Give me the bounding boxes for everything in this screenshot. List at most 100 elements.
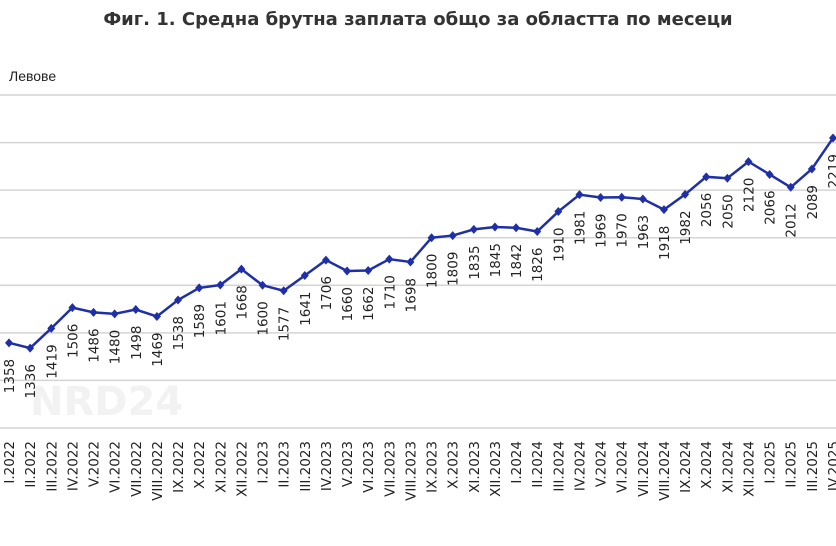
data-label: 1358 — [2, 359, 18, 393]
data-label: 1336 — [23, 364, 39, 398]
x-tick-label: X.2024 — [699, 441, 715, 489]
data-label: 1710 — [382, 275, 398, 309]
data-point-marker — [469, 224, 478, 234]
y-axis-label: Левове — [9, 68, 57, 84]
x-tick-label: II.2025 — [784, 441, 800, 488]
x-tick-label: V.2024 — [594, 441, 610, 487]
data-point-marker — [681, 189, 690, 199]
data-point-marker — [638, 194, 647, 204]
data-point-marker — [152, 311, 161, 321]
data-label: 1910 — [551, 228, 567, 262]
data-point-marker — [596, 193, 605, 203]
data-label: 1486 — [87, 328, 103, 362]
data-point-marker — [68, 303, 77, 313]
x-tick-label: II.2022 — [23, 441, 39, 488]
data-label: 1982 — [678, 210, 694, 244]
data-point-marker — [554, 207, 563, 217]
data-label: 2050 — [720, 194, 736, 228]
chart-title: Фиг. 1. Средна брутна заплата общо за об… — [103, 9, 733, 30]
data-point-marker — [174, 295, 183, 305]
x-tick-label: VII.2022 — [129, 441, 145, 497]
x-tick-label: III.2023 — [298, 441, 314, 492]
data-label: 2012 — [784, 203, 800, 237]
data-point-marker — [765, 169, 774, 179]
x-tick-label: II.2023 — [277, 441, 293, 488]
data-label: 1845 — [488, 243, 504, 277]
data-point-marker — [702, 172, 711, 182]
data-label: 1660 — [340, 287, 356, 321]
data-label: 1641 — [298, 292, 314, 326]
x-tick-label: VI.2022 — [108, 441, 124, 493]
data-label: 1506 — [65, 324, 81, 358]
data-label: 1918 — [657, 226, 673, 260]
data-label: 1842 — [509, 244, 525, 278]
data-label: 2120 — [741, 178, 757, 212]
data-point-marker — [786, 182, 795, 192]
data-label: 1419 — [44, 344, 60, 378]
data-point-marker — [807, 164, 816, 174]
x-tick-label: X.2023 — [446, 441, 462, 489]
data-point-marker — [490, 222, 499, 232]
x-tick-label: III.2024 — [551, 441, 567, 492]
data-label: 2219 — [826, 154, 836, 188]
data-point-marker — [427, 233, 436, 243]
x-tick-label: XII.2023 — [488, 441, 504, 497]
data-label: 1538 — [171, 316, 187, 350]
x-tick-label: XI.2022 — [213, 441, 229, 493]
x-tick-label: IV.2022 — [65, 441, 81, 491]
data-label: 1826 — [530, 248, 546, 282]
x-tick-label: VIII.2022 — [150, 441, 166, 501]
data-point-marker — [279, 286, 288, 296]
data-label: 1706 — [319, 276, 335, 310]
data-point-marker — [512, 223, 521, 233]
data-point-marker — [723, 173, 732, 183]
data-point-marker — [216, 280, 225, 290]
data-point-marker — [47, 323, 56, 333]
x-tick-label: VII.2024 — [636, 441, 652, 497]
x-tick-label: IV.2024 — [572, 441, 588, 491]
data-label: 1970 — [615, 213, 631, 247]
data-label: 2066 — [763, 190, 779, 224]
data-label: 1963 — [636, 215, 652, 249]
data-point-marker — [110, 309, 119, 319]
data-point-marker — [321, 255, 330, 265]
x-tick-label: XII.2022 — [234, 441, 250, 497]
data-point-marker — [448, 231, 457, 241]
x-tick-label: XII.2024 — [741, 441, 757, 497]
data-label: 1809 — [446, 252, 462, 286]
data-label: 1600 — [256, 301, 272, 335]
data-point-marker — [237, 264, 246, 274]
data-label: 1480 — [108, 330, 124, 364]
data-label: 1469 — [150, 332, 166, 366]
x-tick-label: VI.2024 — [615, 441, 631, 493]
data-point-marker — [617, 192, 626, 202]
data-point-marker — [406, 257, 415, 267]
x-tick-label: VI.2023 — [361, 441, 377, 493]
x-tick-label: X.2022 — [192, 441, 208, 489]
data-point-marker — [575, 190, 584, 200]
data-label: 1668 — [234, 285, 250, 319]
data-point-marker — [300, 271, 309, 281]
data-point-marker — [744, 157, 753, 167]
x-tick-label: I.2025 — [763, 441, 779, 484]
data-label: 1589 — [192, 304, 208, 338]
x-tick-label: IX.2024 — [678, 441, 694, 493]
x-tick-label: I.2022 — [2, 441, 18, 484]
x-tick-label: I.2024 — [509, 441, 525, 484]
data-label: 1981 — [572, 211, 588, 245]
x-tick-label: IX.2022 — [171, 441, 187, 493]
data-point-marker — [5, 338, 13, 348]
data-label: 1698 — [403, 278, 419, 312]
data-point-marker — [258, 280, 267, 290]
data-label: 1662 — [361, 287, 377, 321]
data-label: 1601 — [213, 301, 229, 335]
x-tick-label: II.2024 — [530, 441, 546, 488]
data-label: 1577 — [277, 307, 293, 341]
series-line — [8, 137, 835, 350]
data-label: 1835 — [467, 245, 483, 279]
data-point-marker — [343, 266, 352, 276]
data-label: 2056 — [699, 193, 715, 227]
x-tick-label: IX.2023 — [425, 441, 441, 493]
data-label: 1969 — [594, 214, 610, 248]
